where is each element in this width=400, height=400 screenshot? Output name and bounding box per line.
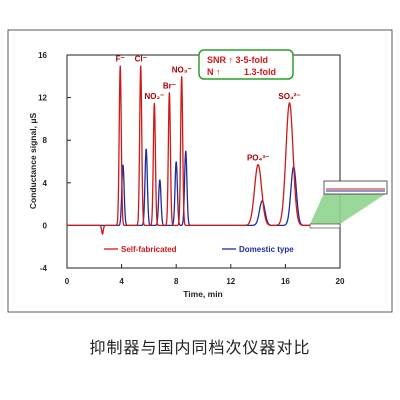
y-axis-label: Conductance signal, μS [28,112,38,209]
x-tick-label: 20 [336,277,345,286]
legend: Self-fabricated Domestic type [104,245,294,254]
y-tick-label: 4 [43,179,48,188]
plot-area [66,54,341,269]
zoom-inset [309,180,388,229]
y-tick-label: 8 [43,136,48,145]
series-line-self-fabricated [67,65,340,236]
series-line-domestic-type [67,148,340,227]
snr-annotation: SNR ↑ 3-5-fold N ↑ 1.3-fold [198,49,294,80]
y-axis-ticks: -4 0 4 8 12 16 [38,51,71,273]
legend-label-self-fabricated: Self-fabricated [121,245,177,254]
y-tick-label: 0 [43,221,48,230]
peak-label: Cl⁻ [135,55,147,64]
peak-label: F⁻ [116,55,125,64]
legend-label-domestic-type: Domestic type [239,245,294,254]
chromatogram-figure: -4 0 4 8 12 16 0 4 8 12 16 20 Conductance signal, … [7,29,393,313]
peak-label: SO₄²⁻ [278,92,300,101]
x-tick-label: 8 [174,277,179,286]
snr-annotation-box [198,49,294,80]
zoom-source-box [309,223,341,229]
peak-labels: F⁻ Cl⁻ NO₂⁻ Br⁻ NO₃⁻ PO₄³⁻ SO₄²⁻ [116,55,301,163]
x-tick-label: 12 [226,277,235,286]
y-tick-label: 16 [38,51,47,60]
figure-caption: 抑制器与国内同档次仪器对比 [89,338,311,357]
peak-label: PO₄³⁻ [247,154,269,163]
snr-annotation-line2-left: N ↑ [207,67,221,77]
x-axis-label: Time, min [183,289,223,299]
zoom-inset-box [323,180,388,195]
x-tick-label: 16 [281,277,290,286]
peak-label: Br⁻ [163,81,176,90]
zoom-inset-cone [310,193,387,224]
figure-frame [7,29,393,313]
y-tick-label: 12 [38,94,47,103]
x-tick-label: 4 [119,277,124,286]
peak-label: NO₂⁻ [144,92,164,101]
peak-label: NO₃⁻ [172,65,192,74]
snr-annotation-line1: SNR ↑ 3-5-fold [207,55,268,65]
x-axis-ticks: 0 4 8 12 16 20 [65,264,345,286]
snr-annotation-line2-right: 1.3-fold [244,67,276,77]
x-tick-label: 0 [65,277,70,286]
y-tick-label: -4 [40,264,48,273]
